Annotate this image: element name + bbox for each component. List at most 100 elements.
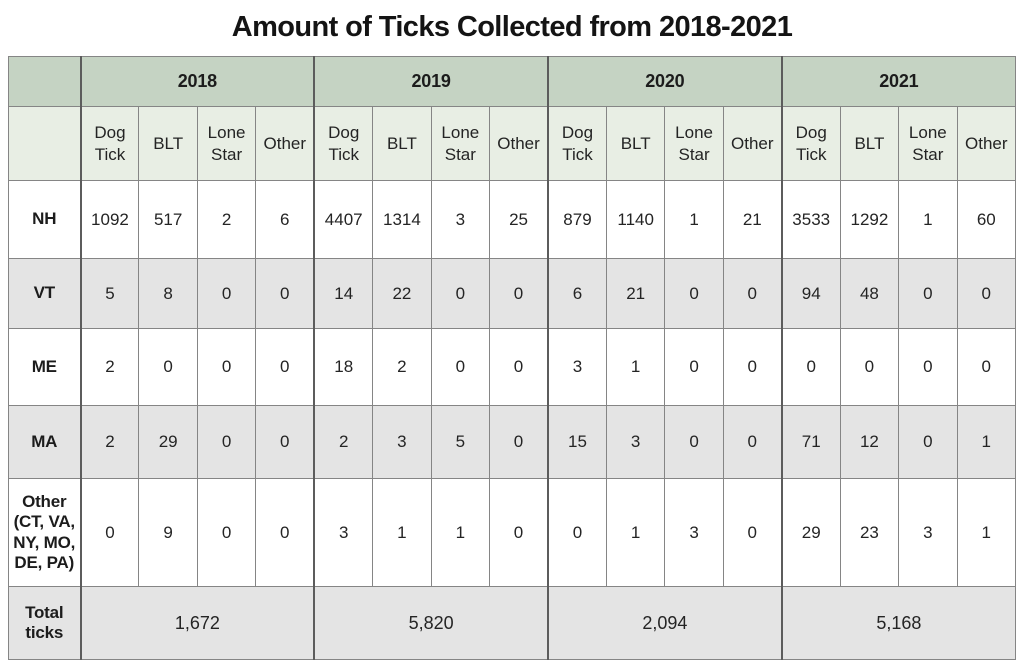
cell-me-2018-blt: 0: [138, 328, 198, 406]
cell-ma-2021-other: 1: [956, 405, 1017, 479]
cell-nh-2019-blt: 1314: [372, 180, 432, 259]
cell-me-2020-dog-tick: 3: [546, 328, 607, 406]
cell-me-2018-lone-star: 0: [196, 328, 257, 406]
cell-vt-2021-other: 0: [956, 258, 1017, 329]
col-header-2019-dog-tick: Dog Tick: [313, 106, 374, 181]
cell-me-2021-blt: 0: [839, 328, 900, 406]
cell-other-ct-va-ny-mo-de-pa-2021-lone-star: 3: [898, 478, 958, 587]
col-header-2019-other: Other: [489, 106, 549, 181]
col-header-2018-lone-star: Lone Star: [196, 106, 257, 181]
cell-ma-2019-blt: 3: [372, 405, 432, 479]
cell-other-ct-va-ny-mo-de-pa-2018-other: 0: [255, 478, 315, 587]
cell-other-ct-va-ny-mo-de-pa-2020-other: 0: [722, 478, 783, 587]
cell-other-ct-va-ny-mo-de-pa-2018-dog-tick: 0: [79, 478, 140, 587]
ticks-table: 2018 2019 2020 2021 Dog Tick BLT Lone Star Othe…: [8, 56, 1017, 660]
cell-ma-2018-other: 0: [255, 405, 315, 479]
cell-me-2018-other: 0: [255, 328, 315, 406]
cell-vt-2021-blt: 48: [839, 258, 900, 329]
cell-vt-2020-other: 0: [722, 258, 783, 329]
subheader-corner-cell: [8, 106, 81, 181]
cell-other-ct-va-ny-mo-de-pa-2021-other: 1: [956, 478, 1017, 587]
cell-ma-2021-blt: 12: [839, 405, 900, 479]
year-header-2019: 2019: [313, 56, 549, 107]
cell-vt-2018-other: 0: [255, 258, 315, 329]
cell-other-ct-va-ny-mo-de-pa-2018-blt: 9: [138, 478, 198, 587]
row-label-other-ct-va-ny-mo-de-pa: Other (CT, VA, NY, MO, DE, PA): [8, 478, 81, 587]
col-header-2018-blt: BLT: [138, 106, 198, 181]
cell-nh-2019-lone-star: 3: [430, 180, 491, 259]
cell-me-2020-lone-star: 0: [664, 328, 724, 406]
col-header-2020-dog-tick: Dog Tick: [546, 106, 607, 181]
table-row-nh: NH 1092 517 2 6 4407 1314 3 25 879 1140 1 21 3533 1292…: [8, 180, 1017, 259]
col-header-2021-other: Other: [956, 106, 1017, 181]
cell-ma-2019-dog-tick: 2: [313, 405, 374, 479]
cell-nh-2019-dog-tick: 4407: [313, 180, 374, 259]
cell-me-2019-other: 0: [489, 328, 549, 406]
row-label-me: ME: [8, 328, 81, 406]
row-label-ma: MA: [8, 405, 81, 479]
table-row-vt: VT 5 8 0 0 14 22 0 0 6 21 0 0 94 48 0 0: [8, 258, 1017, 329]
cell-other-ct-va-ny-mo-de-pa-2020-dog-tick: 0: [546, 478, 607, 587]
cell-ma-2021-lone-star: 0: [898, 405, 958, 479]
cell-other-ct-va-ny-mo-de-pa-2019-lone-star: 1: [430, 478, 491, 587]
cell-other-ct-va-ny-mo-de-pa-2019-other: 0: [489, 478, 549, 587]
cell-nh-2021-dog-tick: 3533: [780, 180, 841, 259]
cell-vt-2019-dog-tick: 14: [313, 258, 374, 329]
cell-nh-2021-lone-star: 1: [898, 180, 958, 259]
cell-me-2020-blt: 1: [605, 328, 666, 406]
cell-vt-2020-lone-star: 0: [664, 258, 724, 329]
total-row: Total ticks 1,672 5,820 2,094 5,168: [8, 586, 1016, 660]
col-header-2020-other: Other: [722, 106, 783, 181]
col-header-2018-other: Other: [255, 106, 315, 181]
cell-ma-2019-other: 0: [489, 405, 549, 479]
table-row-me: ME 2 0 0 0 18 2 0 0 3 1 0 0 0 0 0 0: [8, 328, 1017, 406]
cell-ma-2020-other: 0: [722, 405, 783, 479]
table-foot: Total ticks 1,672 5,820 2,094 5,168: [8, 586, 1016, 660]
cell-me-2020-other: 0: [722, 328, 783, 406]
col-header-2021-lone-star: Lone Star: [898, 106, 958, 181]
cell-me-2021-dog-tick: 0: [780, 328, 841, 406]
table-head: 2018 2019 2020 2021 Dog Tick BLT Lone Star Othe…: [8, 56, 1017, 181]
cell-nh-2018-other: 6: [255, 180, 315, 259]
row-label-vt: VT: [8, 258, 81, 329]
cell-vt-2020-dog-tick: 6: [546, 258, 607, 329]
col-header-2021-blt: BLT: [839, 106, 900, 181]
cell-vt-2019-lone-star: 0: [430, 258, 491, 329]
cell-ma-2018-lone-star: 0: [196, 405, 257, 479]
col-header-2021-dog-tick: Dog Tick: [780, 106, 841, 181]
cell-other-ct-va-ny-mo-de-pa-2020-blt: 1: [605, 478, 666, 587]
cell-ma-2020-lone-star: 0: [664, 405, 724, 479]
cell-vt-2018-lone-star: 0: [196, 258, 257, 329]
corner-cell: [8, 56, 81, 107]
col-header-2020-lone-star: Lone Star: [664, 106, 724, 181]
total-cell-2019: 5,820: [313, 586, 549, 660]
cell-nh-2020-other: 21: [722, 180, 783, 259]
cell-me-2019-blt: 2: [372, 328, 432, 406]
col-header-2019-blt: BLT: [372, 106, 432, 181]
cell-me-2018-dog-tick: 2: [79, 328, 140, 406]
cell-me-2021-lone-star: 0: [898, 328, 958, 406]
cell-vt-2018-dog-tick: 5: [79, 258, 140, 329]
cell-other-ct-va-ny-mo-de-pa-2021-dog-tick: 29: [780, 478, 841, 587]
cell-nh-2021-other: 60: [956, 180, 1017, 259]
year-header-2018: 2018: [79, 56, 315, 107]
cell-other-ct-va-ny-mo-de-pa-2019-blt: 1: [372, 478, 432, 587]
cell-ma-2020-blt: 3: [605, 405, 666, 479]
cell-other-ct-va-ny-mo-de-pa-2019-dog-tick: 3: [313, 478, 374, 587]
cell-me-2019-lone-star: 0: [430, 328, 491, 406]
year-header-row: 2018 2019 2020 2021: [8, 56, 1016, 107]
cell-nh-2020-lone-star: 1: [664, 180, 724, 259]
cell-vt-2018-blt: 8: [138, 258, 198, 329]
total-cell-2018: 1,672: [79, 586, 315, 660]
cell-ma-2019-lone-star: 5: [430, 405, 491, 479]
cell-me-2021-other: 0: [956, 328, 1017, 406]
total-cell-2020: 2,094: [547, 586, 783, 660]
cell-ma-2021-dog-tick: 71: [780, 405, 841, 479]
cell-ma-2018-dog-tick: 2: [79, 405, 140, 479]
cell-nh-2018-blt: 517: [138, 180, 198, 259]
cell-nh-2021-blt: 1292: [839, 180, 900, 259]
cell-vt-2021-dog-tick: 94: [780, 258, 841, 329]
total-cell-2021: 5,168: [780, 586, 1016, 660]
table-row-other-ct-va-ny-mo-de-pa: Other (CT, VA, NY, MO, DE, PA) 0 9 0 0 3 1 1 0 0 1…: [8, 478, 1017, 587]
